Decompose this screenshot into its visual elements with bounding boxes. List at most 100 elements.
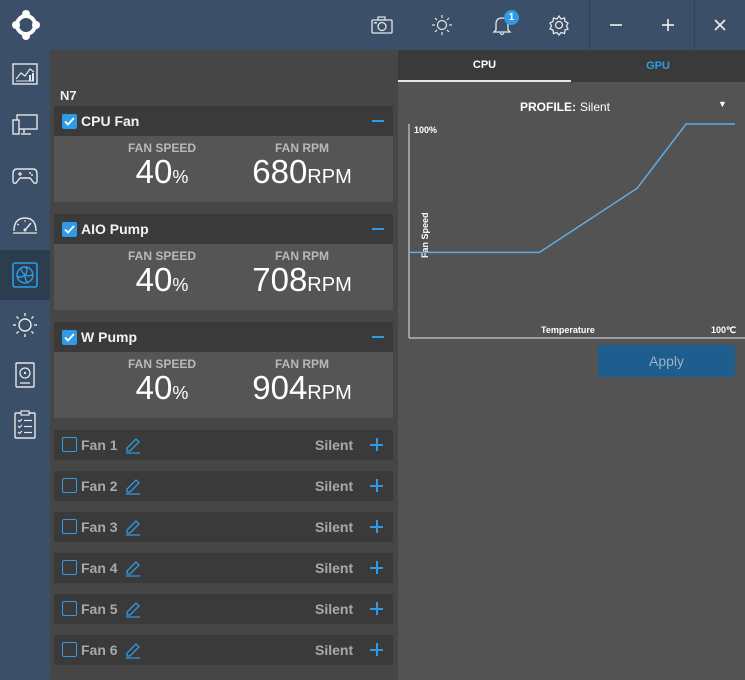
fan-speed-value: 40% bbox=[82, 261, 242, 299]
expand-plus-icon[interactable] bbox=[370, 520, 383, 533]
checkbox-unchecked[interactable] bbox=[62, 437, 77, 452]
fan-row[interactable]: Fan 1 Silent bbox=[54, 430, 393, 460]
tab-gpu[interactable]: GPU bbox=[646, 60, 670, 72]
fan-speed-number: 40 bbox=[135, 369, 173, 406]
rpm-unit: RPM bbox=[307, 382, 352, 404]
pencil-icon[interactable] bbox=[124, 478, 142, 501]
dropdown-arrow-icon[interactable]: ▼ bbox=[718, 99, 727, 109]
expand-plus-icon[interactable] bbox=[370, 561, 383, 574]
fan-speed-value: 40% bbox=[82, 369, 242, 407]
checkbox-unchecked[interactable] bbox=[62, 642, 77, 657]
separator bbox=[694, 0, 695, 50]
lighting-icon[interactable] bbox=[0, 302, 50, 348]
fan-header-aio-pump: AIO Pump bbox=[54, 214, 393, 244]
dashboard-icon[interactable] bbox=[0, 52, 50, 98]
fan-row[interactable]: Fan 2 Silent bbox=[54, 471, 393, 501]
fan-row[interactable]: Fan 3 Silent bbox=[54, 512, 393, 542]
fan-row[interactable]: Fan 5 Silent bbox=[54, 594, 393, 624]
checkbox-unchecked[interactable] bbox=[62, 478, 77, 493]
pencil-icon[interactable] bbox=[124, 560, 142, 583]
fan-profile: Silent bbox=[315, 601, 354, 617]
tab-bar: CPU GPU bbox=[398, 50, 745, 82]
collapse-button[interactable] bbox=[372, 120, 384, 122]
fan-profile: Silent bbox=[315, 519, 354, 535]
fan-name: Fan 1 bbox=[81, 437, 118, 453]
fan-stats: FAN SPEED FAN RPM 40% 708RPM bbox=[54, 244, 393, 310]
checkbox-unchecked[interactable] bbox=[62, 601, 77, 616]
sidebar bbox=[0, 50, 50, 680]
close-icon[interactable] bbox=[695, 0, 745, 50]
percent-unit: % bbox=[172, 275, 189, 295]
camera-icon[interactable] bbox=[362, 0, 402, 50]
y-max-label: 100% bbox=[414, 125, 437, 135]
fan-name: AIO Pump bbox=[81, 221, 149, 237]
fan-header-cpu-fan: CPU Fan bbox=[54, 106, 393, 136]
fan-speed-label: FAN SPEED bbox=[127, 249, 196, 263]
fan-rpm-value: 680RPM bbox=[222, 153, 382, 191]
fan-rpm-label: FAN RPM bbox=[275, 249, 329, 263]
brightness-icon[interactable] bbox=[422, 0, 462, 50]
fan-header-w-pump: W Pump bbox=[54, 322, 393, 352]
device-name: N7 bbox=[60, 88, 77, 103]
pencil-icon[interactable] bbox=[124, 601, 142, 624]
separator bbox=[589, 0, 590, 50]
collapse-button[interactable] bbox=[372, 336, 384, 338]
fan-rpm-value: 904RPM bbox=[222, 369, 382, 407]
fan-curve-line[interactable] bbox=[409, 123, 735, 254]
gamepad-icon[interactable] bbox=[0, 152, 50, 198]
expand-plus-icon[interactable] bbox=[370, 643, 383, 656]
fan-curve-chart[interactable]: 100% 100℃ Temperature Fan Speed bbox=[398, 112, 745, 347]
maximize-icon[interactable] bbox=[642, 0, 694, 50]
profile-select[interactable]: Silent bbox=[580, 100, 611, 114]
fan-rpm-label: FAN RPM bbox=[275, 141, 329, 155]
fan-row[interactable]: Fan 4 Silent bbox=[54, 553, 393, 583]
fan-name: Fan 5 bbox=[81, 601, 118, 617]
y-axis-label: Fan Speed bbox=[420, 212, 430, 258]
fan-speed-label: FAN SPEED bbox=[127, 357, 196, 371]
expand-plus-icon[interactable] bbox=[370, 438, 383, 451]
expand-plus-icon[interactable] bbox=[370, 602, 383, 615]
pencil-icon[interactable] bbox=[124, 519, 142, 542]
fan-rpm-value: 708RPM bbox=[222, 261, 382, 299]
notification-badge: 1 bbox=[504, 10, 519, 25]
fan-name: W Pump bbox=[81, 329, 137, 345]
fan-name: CPU Fan bbox=[81, 113, 140, 129]
tab-cpu[interactable]: CPU bbox=[398, 50, 571, 82]
pencil-icon[interactable] bbox=[124, 437, 142, 460]
x-axis-label: Temperature bbox=[541, 325, 595, 335]
bell-icon[interactable]: 1 bbox=[482, 0, 522, 50]
percent-unit: % bbox=[172, 383, 189, 403]
checkbox-checked[interactable] bbox=[62, 330, 77, 345]
fan-name: Fan 4 bbox=[81, 560, 118, 576]
gear-icon[interactable] bbox=[539, 0, 579, 50]
percent-unit: % bbox=[172, 167, 189, 187]
fan-stats: FAN SPEED FAN RPM 40% 680RPM bbox=[54, 136, 393, 202]
checkbox-unchecked[interactable] bbox=[62, 560, 77, 575]
fan-name: Fan 3 bbox=[81, 519, 118, 535]
fan-speed-number: 40 bbox=[135, 261, 173, 298]
checkbox-checked[interactable] bbox=[62, 114, 77, 129]
pencil-icon[interactable] bbox=[124, 642, 142, 665]
fan-speed-value: 40% bbox=[82, 153, 242, 191]
fan-profile: Silent bbox=[315, 478, 354, 494]
fan-row[interactable]: Fan 6 Silent bbox=[54, 635, 393, 665]
gauge-icon[interactable] bbox=[0, 202, 50, 248]
collapse-button[interactable] bbox=[372, 228, 384, 230]
fan-profile: Silent bbox=[315, 642, 354, 658]
apply-button[interactable]: Apply bbox=[598, 345, 735, 377]
profile-label: PROFILE: bbox=[520, 100, 576, 114]
minimize-icon[interactable] bbox=[590, 0, 642, 50]
fan-profile: Silent bbox=[315, 560, 354, 576]
fan-name: Fan 6 bbox=[81, 642, 118, 658]
fan-icon[interactable] bbox=[0, 250, 50, 300]
expand-plus-icon[interactable] bbox=[370, 479, 383, 492]
logo-icon bbox=[9, 8, 43, 42]
fan-curve-svg[interactable]: 100% 100℃ Temperature Fan Speed bbox=[398, 112, 745, 347]
title-bar: 1 bbox=[0, 0, 745, 50]
storage-icon[interactable] bbox=[0, 352, 50, 398]
checklist-icon[interactable] bbox=[0, 402, 50, 448]
monitor-icon[interactable] bbox=[0, 102, 50, 148]
fan-rpm-number: 904 bbox=[252, 369, 308, 406]
checkbox-checked[interactable] bbox=[62, 222, 77, 237]
checkbox-unchecked[interactable] bbox=[62, 519, 77, 534]
